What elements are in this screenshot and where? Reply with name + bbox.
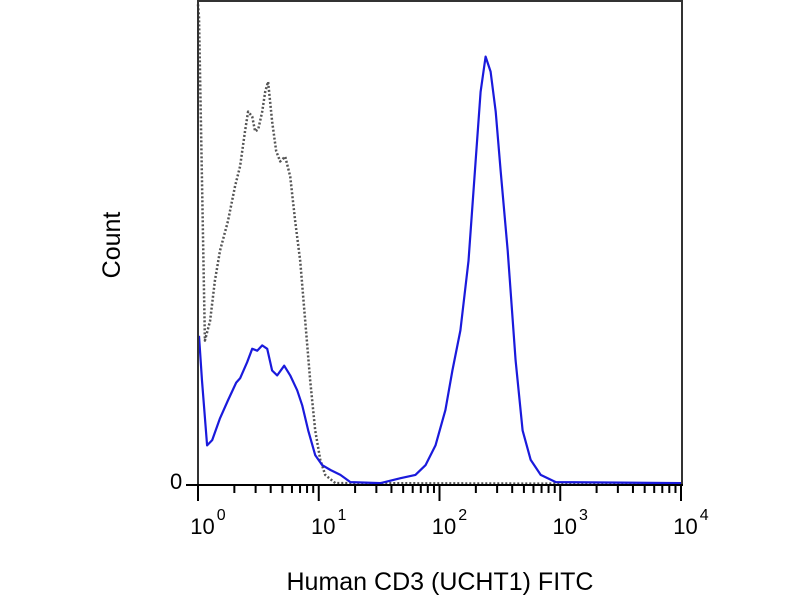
tick-base: 10 (432, 514, 456, 539)
tick-exponent: 4 (700, 507, 709, 524)
tick-exponent: 3 (579, 507, 588, 524)
x-tick-label: 10 2 (432, 507, 467, 539)
tick-exponent: 2 (458, 507, 467, 524)
x-tick-label: 10 4 (673, 507, 708, 539)
x-axis-title: Human CD3 (UCHT1) FITC (287, 568, 594, 596)
tick-base: 10 (311, 514, 335, 539)
x-tick-label: 10 1 (311, 507, 346, 539)
series-line-isotype-control (196, 4, 682, 486)
series-line-cd3-stained (197, 55, 682, 485)
tick-base: 10 (553, 514, 577, 539)
tick-exponent: 1 (338, 507, 347, 524)
tick-base: 10 (190, 514, 214, 539)
y-axis-title: Count (98, 212, 126, 279)
tick-exponent: 0 (217, 507, 226, 524)
x-axis-tick-labels: 10 0 10 1 10 2 10 3 10 4 (190, 507, 708, 539)
plot-frame (197, 0, 683, 486)
y-tick-label-0: 0 (170, 469, 182, 494)
tick-base: 10 (673, 514, 697, 539)
x-tick-label: 10 0 (190, 507, 225, 539)
series-layer (196, 4, 682, 486)
x-axis-ticks (197, 485, 682, 501)
x-tick-label: 10 3 (553, 507, 588, 539)
